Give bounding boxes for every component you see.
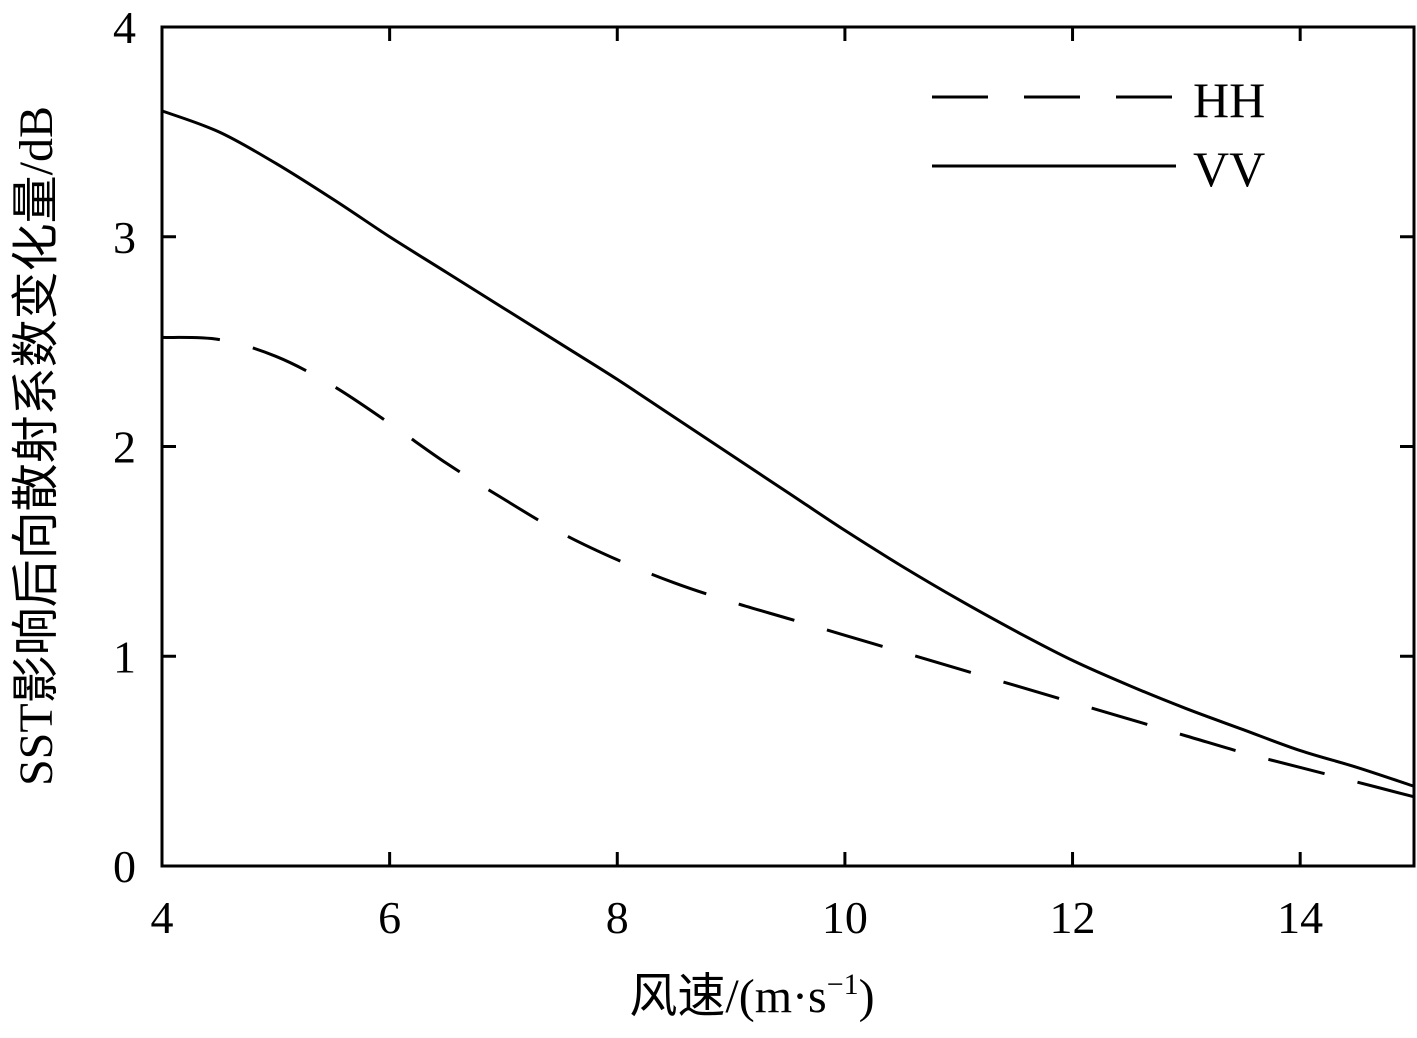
y-tick-label: 1 — [113, 631, 136, 682]
x-axis-title: 风速/(m·s−1) — [629, 968, 874, 1023]
x-tick-label: 14 — [1277, 892, 1323, 943]
y-axis-title: SST影响后向散射系数变化量/dB — [10, 106, 63, 786]
y-tick-label: 0 — [113, 841, 136, 892]
series-line-hh — [161, 335, 1415, 799]
x-tick-label: 8 — [606, 892, 629, 943]
legend-label-hh: HH — [1193, 72, 1265, 128]
series-line-vv — [161, 109, 1415, 788]
x-tick-label: 6 — [378, 892, 401, 943]
legend-label-vv: VV — [1193, 141, 1265, 197]
y-tick-label: 3 — [113, 212, 136, 263]
x-axis-title-superscript: −1 — [827, 968, 859, 1001]
y-tick-label: 2 — [113, 422, 136, 473]
x-tick-label: 4 — [151, 892, 174, 943]
x-axis-title-close: ) — [859, 970, 875, 1023]
x-tick-label: 10 — [822, 892, 868, 943]
y-tick-label: 4 — [113, 2, 136, 53]
x-tick-label: 12 — [1050, 892, 1096, 943]
x-axis-title-main: 风速/(m·s — [629, 970, 826, 1023]
